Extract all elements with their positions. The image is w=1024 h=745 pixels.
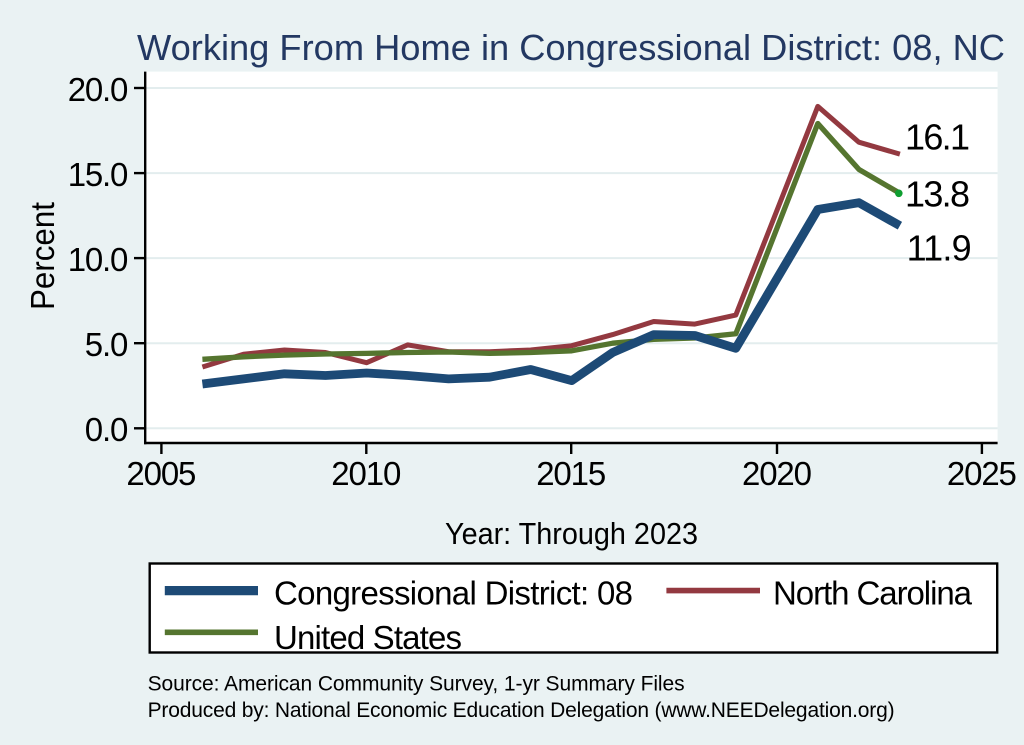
svg-text:16.1: 16.1 [905, 117, 970, 158]
svg-text:2025: 2025 [947, 455, 1017, 492]
svg-text:Year: Through 2023: Year: Through 2023 [445, 517, 698, 551]
svg-text:20.0: 20.0 [68, 71, 129, 108]
svg-text:Percent: Percent [24, 202, 61, 310]
svg-text:Source: American Community Sur: Source: American Community Survey, 1-yr … [148, 673, 685, 696]
svg-text:13.8: 13.8 [905, 173, 970, 214]
svg-text:North Carolina: North Carolina [773, 575, 973, 612]
svg-text:15.0: 15.0 [68, 156, 129, 193]
svg-text:Produced by: National Economic: Produced by: National Economic Education… [148, 699, 895, 722]
svg-text:Congressional District: 08: Congressional District: 08 [274, 575, 633, 612]
svg-text:0.0: 0.0 [85, 411, 129, 448]
svg-text:10.0: 10.0 [68, 241, 129, 278]
svg-text:5.0: 5.0 [85, 326, 129, 363]
svg-text:2015: 2015 [536, 455, 606, 492]
svg-text:2005: 2005 [126, 455, 196, 492]
svg-text:2020: 2020 [742, 455, 812, 492]
svg-text:2010: 2010 [331, 455, 401, 492]
svg-text:Working From Home in Congressi: Working From Home in Congressional Distr… [137, 27, 1005, 68]
svg-text:11.9: 11.9 [907, 228, 972, 269]
svg-text:United States: United States [274, 619, 462, 656]
